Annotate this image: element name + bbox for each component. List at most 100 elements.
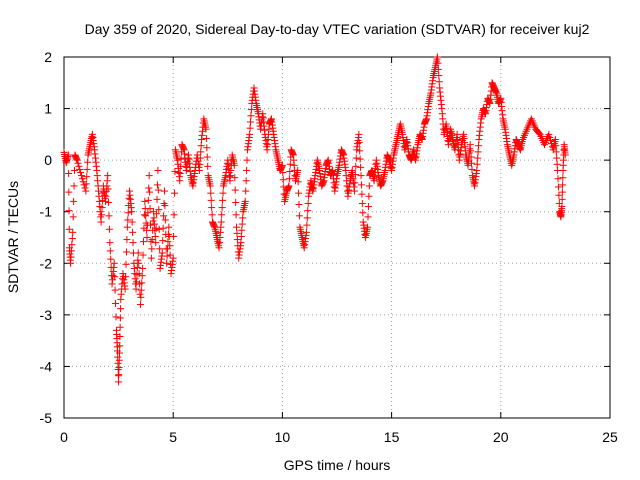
data-point-interp <box>122 248 130 256</box>
data-point-interp <box>233 236 241 244</box>
data-point <box>136 301 144 309</box>
data-point <box>558 203 566 211</box>
data-point-interp <box>65 207 73 215</box>
data-point-interp <box>218 211 226 219</box>
data-point-interp <box>554 183 562 191</box>
data-point-interp <box>117 305 125 313</box>
data-point-interp <box>553 154 561 162</box>
data-point-interp <box>559 174 567 182</box>
data-point-interp <box>144 196 152 204</box>
data-point-interp <box>107 255 115 263</box>
data-point <box>237 239 245 247</box>
data-point-interp <box>111 273 119 281</box>
x-tick-label: 0 <box>60 429 68 445</box>
data-point-interp <box>232 198 240 206</box>
data-point-interp <box>295 189 303 197</box>
data-point <box>143 234 151 241</box>
data-point <box>206 182 214 190</box>
data-point-interp <box>279 169 287 177</box>
data-point-interp <box>303 214 311 222</box>
data-point-interp <box>133 263 141 271</box>
data-point <box>134 249 142 257</box>
data-point-interp <box>352 154 360 162</box>
data-point-interp <box>475 142 483 150</box>
data-point-interp <box>150 214 158 222</box>
data-point-interp <box>122 273 130 281</box>
data-point-interp <box>77 169 85 177</box>
data-point-interp <box>207 189 215 197</box>
data-point-interp <box>154 186 162 194</box>
data-point-interp <box>555 191 563 199</box>
data-point-interp <box>124 216 132 224</box>
data-point-interp <box>65 188 73 196</box>
data-point-interp <box>304 207 312 215</box>
data-point-interp <box>203 153 211 161</box>
data-point-interp <box>547 137 555 145</box>
data-point-interp <box>159 237 167 245</box>
data-point-interp <box>152 224 160 232</box>
y-tick-labels: -5 -4 -3 -2 -1 0 1 2 <box>40 49 53 426</box>
data-point <box>217 218 225 226</box>
data-markers <box>60 53 569 386</box>
data-point-interp <box>116 323 124 331</box>
data-point-interp <box>123 236 131 244</box>
data-point-interp <box>83 165 91 173</box>
data-point <box>230 161 238 169</box>
data-point-interp <box>125 194 133 202</box>
data-point-interp <box>219 196 227 204</box>
data-point <box>154 166 162 174</box>
data-point-interp <box>98 204 106 212</box>
data-point-interp <box>65 225 73 233</box>
data-point-interp <box>159 224 167 232</box>
data-point-interp <box>231 186 239 194</box>
data-point <box>176 177 184 185</box>
data-point-interp <box>138 272 146 280</box>
x-tick-label: 25 <box>602 429 618 445</box>
data-point <box>233 223 241 231</box>
data-point <box>121 285 129 293</box>
data-point <box>278 161 286 169</box>
chart-title: Day 359 of 2020, Sidereal Day-to-day VTE… <box>85 21 590 37</box>
data-point <box>77 172 85 180</box>
data-point-interp <box>146 221 154 229</box>
data-point-interp <box>196 154 204 162</box>
data-point-interp <box>76 165 84 173</box>
data-point <box>69 228 77 236</box>
data-point <box>132 285 140 293</box>
x-tick-label: 15 <box>384 429 400 445</box>
data-point-interp <box>219 189 227 197</box>
data-point-interp <box>145 184 153 192</box>
data-point-interp <box>161 202 169 210</box>
data-point <box>163 259 171 267</box>
data-point-interp <box>303 221 311 229</box>
data-point-interp <box>105 212 113 220</box>
data-point-interp <box>170 211 178 219</box>
data-point-interp <box>552 148 560 156</box>
data-point <box>466 141 474 149</box>
data-point-interp <box>304 199 312 207</box>
data-point-interp <box>70 166 78 174</box>
data-point-interp <box>67 247 75 255</box>
data-point-interp <box>359 209 367 217</box>
data-point-interp <box>243 156 251 164</box>
x-tick-label: 5 <box>169 429 177 445</box>
data-point <box>545 130 553 138</box>
data-point-interp <box>111 286 119 294</box>
data-point-interp <box>356 155 364 163</box>
data-point-interp <box>156 245 164 253</box>
data-point-interp <box>163 252 171 260</box>
data-point-interp <box>352 162 360 170</box>
data-point-interp <box>83 173 91 181</box>
data-point-interp <box>237 232 245 240</box>
data-point-interp <box>357 163 365 171</box>
data-point-interp <box>112 300 120 308</box>
data-point <box>165 223 173 231</box>
data-point-interp <box>84 158 92 166</box>
data-point-interp <box>170 232 178 240</box>
data-point-interp <box>558 188 566 196</box>
data-point-interp <box>351 179 359 187</box>
data-point-interp <box>243 166 251 174</box>
data-point-interp <box>164 238 172 246</box>
data-point <box>561 151 569 159</box>
